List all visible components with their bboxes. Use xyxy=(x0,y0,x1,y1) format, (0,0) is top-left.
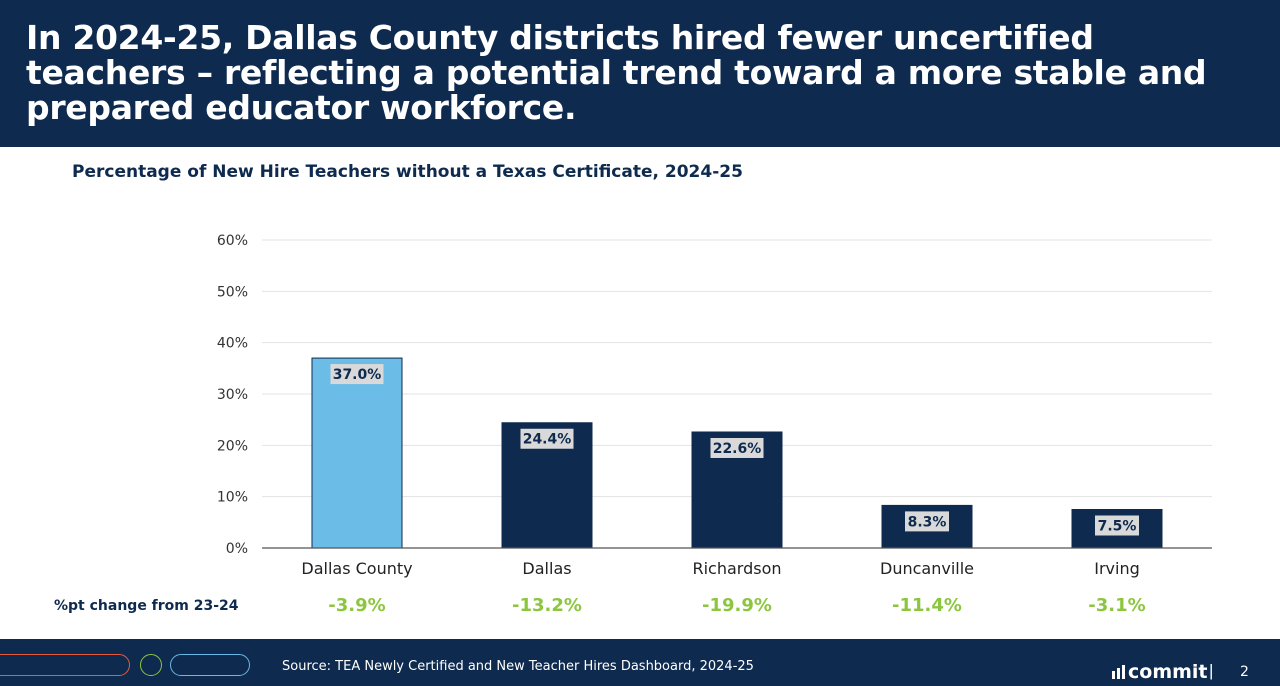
slide-title: In 2024-25, Dallas County districts hire… xyxy=(26,18,1207,127)
source-note: Source: TEA Newly Certified and New Teac… xyxy=(282,659,754,674)
footer-separator: | xyxy=(1209,661,1214,680)
decorative-pill-orange xyxy=(0,654,130,676)
category-label: Irving xyxy=(1094,559,1140,578)
bars-logo-icon xyxy=(1112,665,1125,679)
category-label: Dallas County xyxy=(301,559,412,578)
y-tick-label: 30% xyxy=(217,387,248,403)
data-label-box xyxy=(520,428,574,449)
change-value-dallas-county: -3.9% xyxy=(328,595,386,616)
y-tick-label: 10% xyxy=(217,490,248,506)
data-label: 37.0% xyxy=(333,367,382,383)
data-label: 7.5% xyxy=(1098,519,1137,535)
y-tick-label: 20% xyxy=(217,438,248,454)
data-label-box xyxy=(330,364,384,385)
data-label: 22.6% xyxy=(713,441,762,457)
y-tick-label: 40% xyxy=(217,336,248,352)
brand-logo: commit xyxy=(1112,661,1208,683)
change-row-label: %pt change from 23-24 xyxy=(54,598,239,614)
data-label-box xyxy=(905,511,949,532)
decorative-circle-green xyxy=(140,654,162,676)
y-tick-label: 50% xyxy=(217,284,248,300)
y-tick-label: 0% xyxy=(226,541,248,557)
bar xyxy=(311,357,403,549)
data-label-box xyxy=(710,437,764,458)
y-tick-label: 60% xyxy=(217,233,248,249)
header-banner: In 2024-25, Dallas County districts hire… xyxy=(0,0,1280,147)
change-value-dallas: -13.2% xyxy=(512,595,582,616)
brand-name: commit xyxy=(1128,661,1208,683)
chart-title: Percentage of New Hire Teachers without … xyxy=(72,162,743,182)
data-label: 8.3% xyxy=(908,514,947,530)
page-number: 2 xyxy=(1240,664,1249,680)
data-label-box xyxy=(1095,515,1139,536)
category-label: Dallas xyxy=(522,559,571,578)
change-value-irving: -3.1% xyxy=(1088,595,1146,616)
category-label: Richardson xyxy=(692,559,781,578)
change-value-richardson: -19.9% xyxy=(702,595,772,616)
change-value-duncanville: -11.4% xyxy=(892,595,962,616)
data-label: 24.4% xyxy=(523,432,572,448)
category-label: Duncanville xyxy=(880,559,974,578)
footer-bar: Source: TEA Newly Certified and New Teac… xyxy=(0,639,1280,686)
decorative-pill-blue xyxy=(170,654,250,676)
